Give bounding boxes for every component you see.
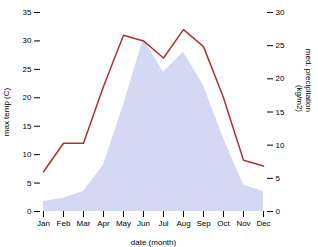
svg-text:25: 25 (276, 41, 285, 50)
svg-text:Jul: Jul (158, 219, 168, 228)
svg-text:20: 20 (276, 74, 285, 83)
svg-text:Aug: Aug (176, 219, 190, 228)
svg-text:date (month): date (month) (131, 238, 177, 247)
svg-text:0: 0 (276, 207, 281, 216)
svg-text:Mar: Mar (77, 219, 91, 228)
svg-text:Feb: Feb (57, 219, 71, 228)
svg-text:max temp (C): max temp (C) (2, 87, 11, 136)
svg-text:May: May (116, 219, 131, 228)
svg-text:5: 5 (276, 174, 281, 183)
svg-text:25: 25 (23, 65, 32, 74)
svg-text:10: 10 (276, 141, 285, 150)
svg-text:20: 20 (23, 93, 32, 102)
svg-text:15: 15 (23, 122, 32, 131)
svg-text:Sep: Sep (196, 219, 211, 228)
svg-text:Dec: Dec (256, 219, 270, 228)
svg-text:Apr: Apr (97, 219, 110, 228)
svg-text:Nov: Nov (236, 219, 250, 228)
svg-text:Jun: Jun (137, 219, 150, 228)
svg-text:30: 30 (276, 8, 285, 17)
svg-text:30: 30 (23, 36, 32, 45)
svg-text:35: 35 (23, 8, 32, 17)
svg-text:15: 15 (276, 108, 285, 117)
svg-text:5: 5 (27, 179, 32, 188)
svg-text:Oct: Oct (217, 219, 230, 228)
svg-text:med. precipitation(kg/m2): med. precipitation(kg/m2) (295, 49, 314, 112)
svg-text:10: 10 (23, 150, 32, 159)
svg-text:0: 0 (27, 207, 32, 216)
svg-text:Jan: Jan (37, 219, 50, 228)
